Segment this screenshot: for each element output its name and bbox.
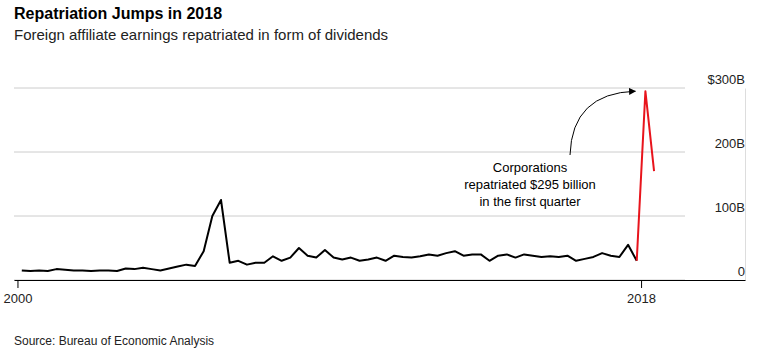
series-line <box>637 91 654 261</box>
grid <box>14 88 685 280</box>
x-tick: 2000 <box>4 280 33 306</box>
y-tick-label: $300B <box>707 72 745 87</box>
x-tick-label: 2018 <box>627 291 656 306</box>
grid-line <box>14 88 685 89</box>
annotation: Corporations repatriated $295 billion in t… <box>464 91 635 209</box>
chart: Repatriation Jumps in 2018 Foreign affili… <box>0 0 764 356</box>
annotation-text: Corporations <box>493 160 568 175</box>
x-tick-mark <box>17 280 18 288</box>
y-tick: $300B <box>707 72 745 89</box>
y-tick-label: 0 <box>738 264 745 279</box>
series-line <box>22 200 637 271</box>
annotation-text: in the first quarter <box>479 194 581 209</box>
grid-line <box>14 152 685 153</box>
y-tick: 100B <box>715 200 745 217</box>
source: Source: Bureau of Economic Analysis <box>14 334 214 348</box>
plot-area <box>22 91 654 271</box>
y-tick: 0 <box>738 264 745 281</box>
y-tick-label: 200B <box>715 136 745 151</box>
x-axis-line <box>15 280 746 281</box>
y-axis-line <box>745 89 746 281</box>
title: Repatriation Jumps in 2018 <box>14 5 222 22</box>
x-axis: 2000 2018 <box>4 280 746 306</box>
subtitle: Foreign affiliate earnings repatriated i… <box>14 26 388 43</box>
annotation-arrow <box>570 91 635 155</box>
y-axis: 0 100B 200B $300B <box>707 72 745 281</box>
grid-line <box>14 216 685 217</box>
annotation-text: repatriated $295 billion <box>464 177 596 192</box>
x-tick: 2018 <box>627 280 656 306</box>
x-tick-label: 2000 <box>4 291 33 306</box>
y-tick: 200B <box>715 136 745 153</box>
x-tick-mark <box>641 280 642 288</box>
y-tick-label: 100B <box>715 200 745 215</box>
